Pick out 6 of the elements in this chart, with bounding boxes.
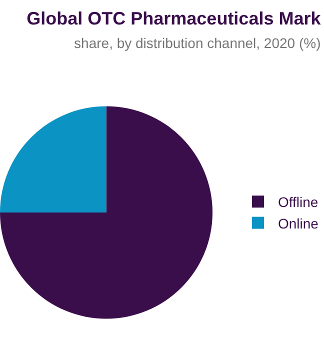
legend-label: Online [278, 215, 319, 232]
chart-title: Global OTC Pharmaceuticals Mark [26, 8, 322, 28]
pie-slice [0, 106, 212, 319]
chart-subtitle: share, by distribution channel, 2020 (%) [74, 34, 321, 51]
pie-slice [0, 106, 106, 212]
legend-label: Offline [278, 194, 318, 210]
